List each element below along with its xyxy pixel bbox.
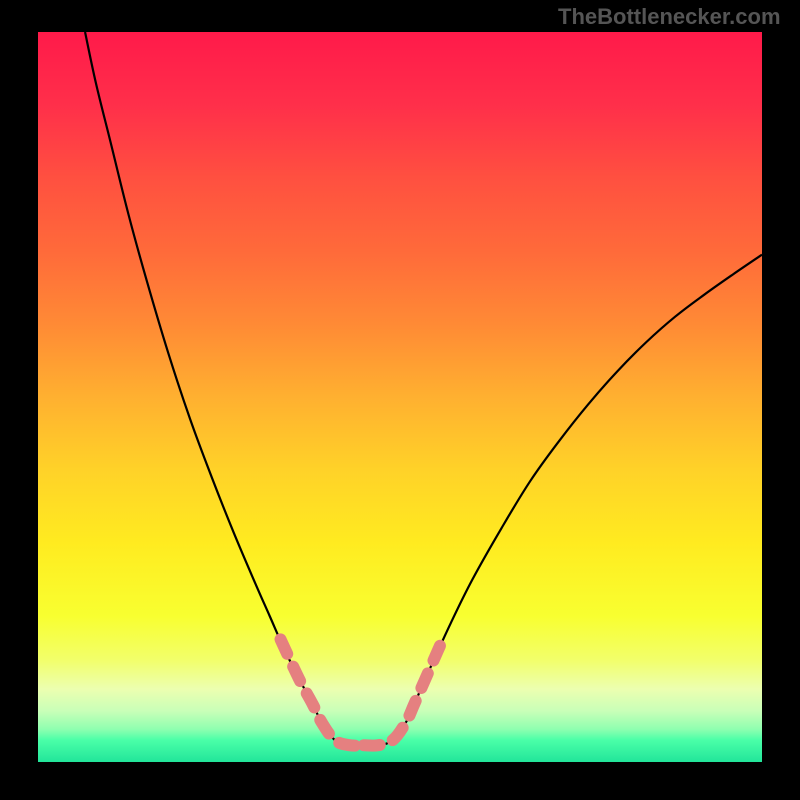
dashed-overlay-left xyxy=(281,639,364,745)
dashed-overlay-right xyxy=(364,638,444,746)
main-curve xyxy=(85,32,762,746)
watermark-text: TheBottlenecker.com xyxy=(558,4,781,30)
curves-layer xyxy=(38,32,762,762)
plot-area xyxy=(38,32,762,762)
